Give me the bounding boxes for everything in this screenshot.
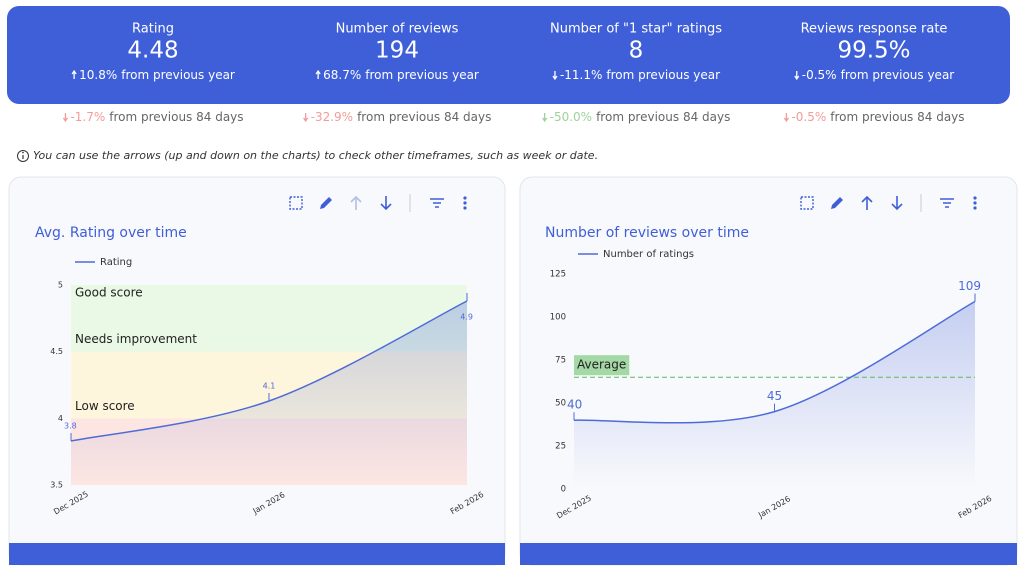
kpi-period-change: -0.5% from previous 84 days	[791, 110, 964, 124]
change-value: -11.1%	[560, 68, 602, 82]
change-value: -0.5%	[802, 68, 837, 82]
edit-icon[interactable]	[320, 197, 332, 209]
y-tick-label: 50	[555, 399, 566, 409]
more-icon[interactable]	[463, 201, 467, 205]
more-icon[interactable]	[463, 196, 467, 200]
average-label: Average	[577, 358, 626, 372]
y-tick-label: 0	[561, 485, 566, 495]
change-arrow	[315, 69, 321, 79]
y-tick-label: 4.5	[50, 347, 63, 356]
y-tick-label: 3.5	[50, 481, 63, 490]
area	[574, 301, 975, 489]
filter-icon[interactable]	[430, 198, 444, 208]
period-value: -50.0%	[550, 110, 592, 124]
period-text: from previous 84 days	[357, 110, 491, 124]
note: You can use the arrows (up and down on t…	[33, 149, 598, 162]
period-text: from previous 84 days	[830, 110, 964, 124]
down-arrow-icon[interactable]	[891, 196, 903, 211]
period-text: from previous 84 days	[596, 110, 730, 124]
kpi-period-change: -32.9% from previous 84 days	[311, 110, 492, 124]
value-label: 45	[767, 389, 782, 403]
down-arrow-icon[interactable]	[380, 196, 392, 211]
kpi-title: Reviews response rate	[801, 22, 948, 37]
filter-icon[interactable]	[940, 198, 954, 208]
value-label: 3.8	[64, 422, 77, 431]
change-text: from previous year	[365, 68, 479, 82]
toolbar	[289, 194, 467, 212]
chart-title: Number of reviews over time	[545, 225, 749, 241]
y-tick-label: 75	[555, 356, 566, 366]
kpi-value: 4.48	[127, 38, 178, 64]
more-icon[interactable]	[973, 201, 977, 205]
legend-label: Rating	[100, 257, 132, 268]
kpi-value: 8	[629, 38, 644, 64]
toolbar	[800, 194, 977, 212]
change-arrow	[552, 71, 558, 81]
value-label: 109	[958, 279, 981, 293]
period-arrow	[783, 113, 789, 123]
up-arrow-icon[interactable]	[861, 195, 873, 210]
change-arrow	[794, 71, 800, 81]
y-tick-label: 125	[550, 270, 566, 280]
y-tick-label: 25	[555, 442, 566, 452]
select-icon[interactable]	[800, 196, 814, 210]
kpi-value: 99.5%	[837, 38, 910, 64]
select-icon[interactable]	[289, 196, 303, 210]
period-value: -32.9%	[311, 110, 353, 124]
change-text: from previous year	[841, 68, 955, 82]
band-label: Good score	[75, 286, 143, 300]
more-icon[interactable]	[973, 196, 977, 200]
kpi-change: 68.7% from previous year	[323, 68, 479, 82]
change-value: 68.7%	[323, 68, 361, 82]
period-value: -1.7%	[70, 110, 105, 124]
average-label-bg	[574, 355, 630, 376]
kpi-period-change: -50.0% from previous 84 days	[550, 110, 731, 124]
more-icon[interactable]	[463, 206, 467, 210]
up-arrow-icon[interactable]	[350, 195, 362, 210]
period-arrow	[542, 113, 548, 123]
period-arrow	[303, 113, 309, 123]
band-label: Low score	[75, 399, 135, 413]
change-text: from previous year	[606, 68, 720, 82]
band-label: Needs improvement	[75, 332, 197, 346]
kpi-title: Number of "1 star" ratings	[550, 22, 722, 37]
legend-label: Number of ratings	[603, 249, 694, 260]
info-icon	[17, 150, 29, 162]
more-icon[interactable]	[973, 206, 977, 210]
period-value: -0.5%	[791, 110, 826, 124]
kpi-change: 10.8% from previous year	[79, 68, 235, 82]
kpi-banner	[7, 6, 1010, 104]
y-tick-label: 100	[550, 313, 566, 323]
change-text: from previous year	[121, 68, 235, 82]
chart-title: Avg. Rating over time	[35, 225, 187, 241]
kpi-value: 194	[375, 38, 419, 64]
period-text: from previous 84 days	[109, 110, 243, 124]
y-tick-label: 5	[58, 281, 63, 290]
value-label: 40	[567, 398, 582, 412]
edit-icon[interactable]	[831, 197, 843, 209]
y-tick-label: 4	[58, 414, 63, 423]
change-value: 10.8%	[79, 68, 117, 82]
value-label: 4.9	[460, 313, 473, 322]
area	[71, 301, 467, 485]
kpi-title: Number of reviews	[336, 22, 459, 37]
value-label: 4.1	[263, 382, 276, 391]
period-arrow	[62, 113, 68, 123]
kpi-change: -11.1% from previous year	[560, 68, 720, 82]
kpi-title: Rating	[132, 22, 174, 37]
change-arrow	[71, 69, 77, 79]
kpi-period-change: -1.7% from previous 84 days	[70, 110, 243, 124]
kpi-change: -0.5% from previous year	[802, 68, 955, 82]
